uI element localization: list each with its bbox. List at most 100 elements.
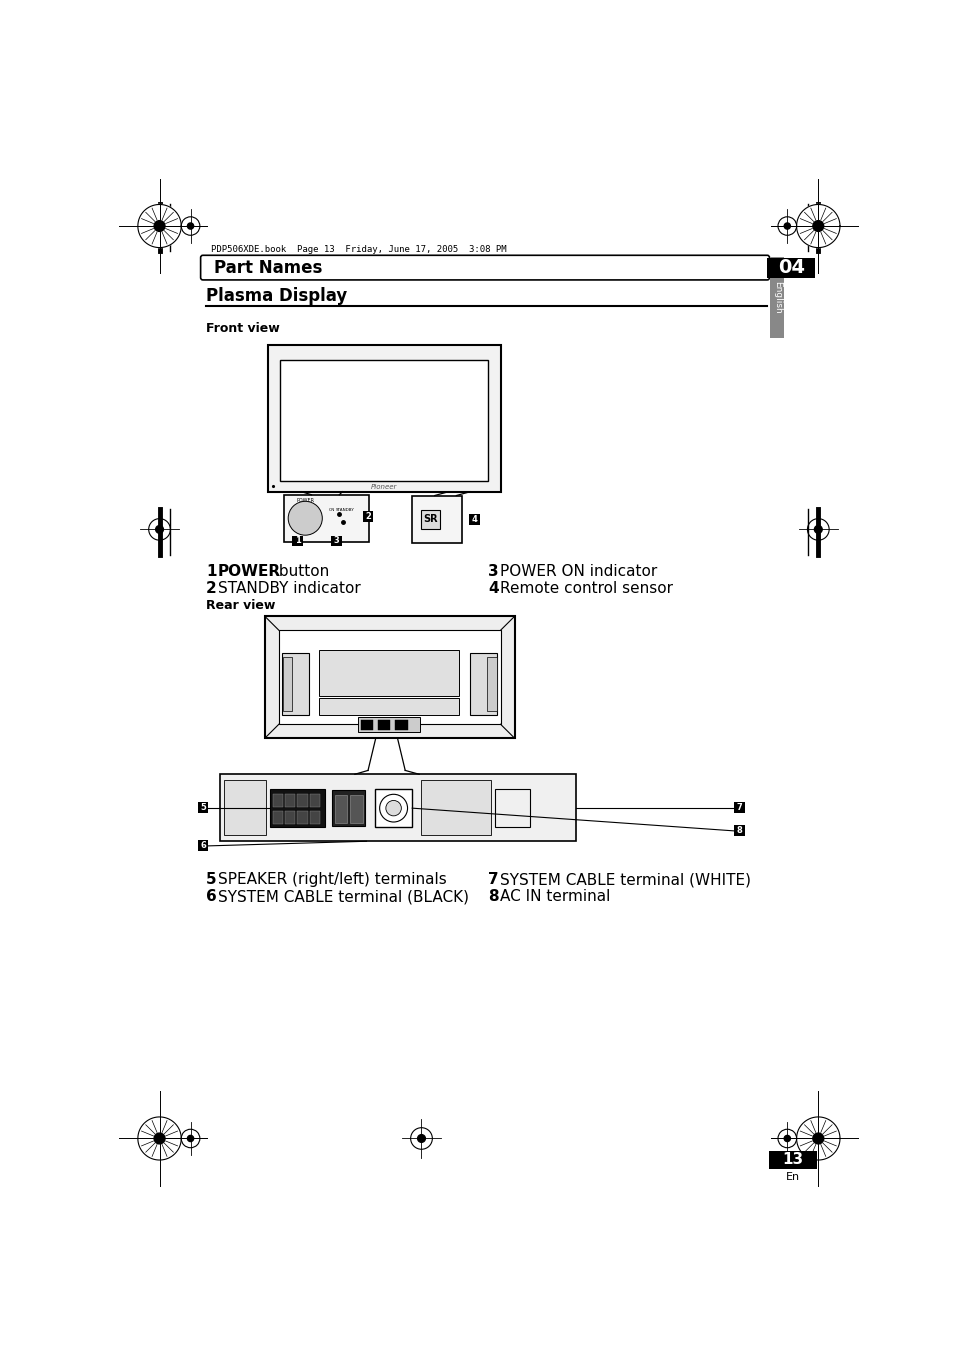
Bar (280, 359, 488, 481)
Text: 2: 2 (206, 581, 216, 596)
Text: 8: 8 (488, 889, 498, 904)
Text: 3: 3 (488, 565, 498, 580)
Circle shape (814, 526, 821, 534)
Text: Plasma Display: Plasma Display (206, 286, 347, 304)
Bar (283, 494, 369, 542)
Text: 4: 4 (471, 515, 476, 524)
Text: STANDBY indicator: STANDBY indicator (217, 581, 360, 596)
Bar (375, 789, 412, 827)
Bar (310, 794, 319, 808)
Bar (197, 840, 208, 851)
Bar (273, 811, 282, 824)
Bar (220, 774, 576, 842)
Polygon shape (137, 1117, 181, 1161)
Text: 1: 1 (206, 565, 216, 580)
Text: STANDBY: STANDBY (335, 508, 354, 512)
Circle shape (783, 223, 790, 230)
Text: English: English (772, 281, 781, 313)
Bar (292, 535, 303, 546)
Bar (319, 650, 458, 696)
Text: 6: 6 (200, 842, 206, 850)
Bar (350, 794, 362, 823)
Text: SR: SR (423, 515, 437, 524)
Bar (768, 1151, 816, 1169)
Bar (310, 811, 319, 824)
Bar (278, 631, 500, 724)
Bar (297, 794, 307, 808)
Text: 7: 7 (488, 871, 498, 888)
Bar (495, 789, 530, 827)
Bar (362, 511, 373, 521)
Circle shape (187, 223, 193, 230)
Circle shape (417, 1135, 425, 1143)
Text: 4: 4 (488, 581, 498, 596)
Bar (319, 698, 458, 715)
Text: 5: 5 (200, 804, 206, 812)
Text: Front view: Front view (206, 323, 279, 335)
Text: Remote control sensor: Remote control sensor (499, 581, 672, 596)
Text: 2: 2 (365, 512, 371, 521)
Bar (733, 802, 744, 813)
Circle shape (812, 220, 822, 231)
Circle shape (385, 800, 401, 816)
Bar (332, 790, 365, 825)
Text: Pioneer: Pioneer (371, 484, 397, 490)
Bar (285, 794, 294, 808)
Text: SPEAKER (right/left) terminals: SPEAKER (right/left) terminals (217, 871, 446, 888)
Bar (270, 789, 324, 827)
Text: POWER: POWER (217, 565, 280, 580)
Circle shape (812, 1133, 822, 1144)
Bar (421, 511, 439, 528)
Circle shape (155, 526, 163, 534)
Circle shape (288, 501, 322, 535)
Text: 5: 5 (206, 871, 216, 888)
Bar (282, 654, 309, 715)
Bar (421, 781, 491, 835)
Text: SYSTEM CABLE terminal (BLACK): SYSTEM CABLE terminal (BLACK) (217, 889, 468, 904)
Circle shape (297, 511, 313, 526)
Bar (377, 720, 390, 731)
Bar (331, 535, 341, 546)
Bar (766, 258, 815, 277)
Polygon shape (796, 204, 840, 247)
Polygon shape (796, 1117, 840, 1161)
Bar (357, 716, 419, 732)
Circle shape (154, 220, 165, 231)
Text: 04: 04 (777, 258, 803, 277)
Circle shape (294, 507, 316, 530)
Text: SYSTEM CABLE terminal (WHITE): SYSTEM CABLE terminal (WHITE) (499, 871, 750, 888)
Text: En: En (785, 1171, 799, 1182)
Bar (360, 720, 373, 731)
Text: Part Names: Part Names (213, 258, 322, 277)
Circle shape (783, 1135, 790, 1142)
Circle shape (154, 1133, 165, 1144)
Bar (197, 802, 208, 813)
Bar (468, 513, 479, 524)
Bar (273, 794, 282, 808)
Circle shape (379, 794, 407, 821)
Bar (412, 496, 461, 543)
Bar (733, 825, 744, 836)
Bar (395, 720, 407, 731)
Bar (282, 657, 292, 711)
Bar (268, 345, 500, 492)
Bar (470, 654, 497, 715)
Bar (224, 781, 266, 835)
Text: ON: ON (328, 508, 335, 512)
Text: 7: 7 (736, 804, 741, 812)
Bar (769, 257, 783, 338)
Text: 13: 13 (781, 1152, 802, 1167)
Text: POWER: POWER (296, 497, 314, 503)
Text: 1: 1 (294, 536, 300, 546)
Bar (297, 811, 307, 824)
Bar (265, 616, 514, 738)
Bar (487, 657, 497, 711)
Text: 8: 8 (736, 827, 741, 835)
Circle shape (187, 1135, 193, 1142)
Text: 6: 6 (206, 889, 216, 904)
Bar (285, 811, 294, 824)
Text: button: button (274, 565, 329, 580)
FancyBboxPatch shape (200, 255, 769, 280)
Text: AC IN terminal: AC IN terminal (499, 889, 610, 904)
Text: PDP506XDE.book  Page 13  Friday, June 17, 2005  3:08 PM: PDP506XDE.book Page 13 Friday, June 17, … (211, 246, 506, 254)
